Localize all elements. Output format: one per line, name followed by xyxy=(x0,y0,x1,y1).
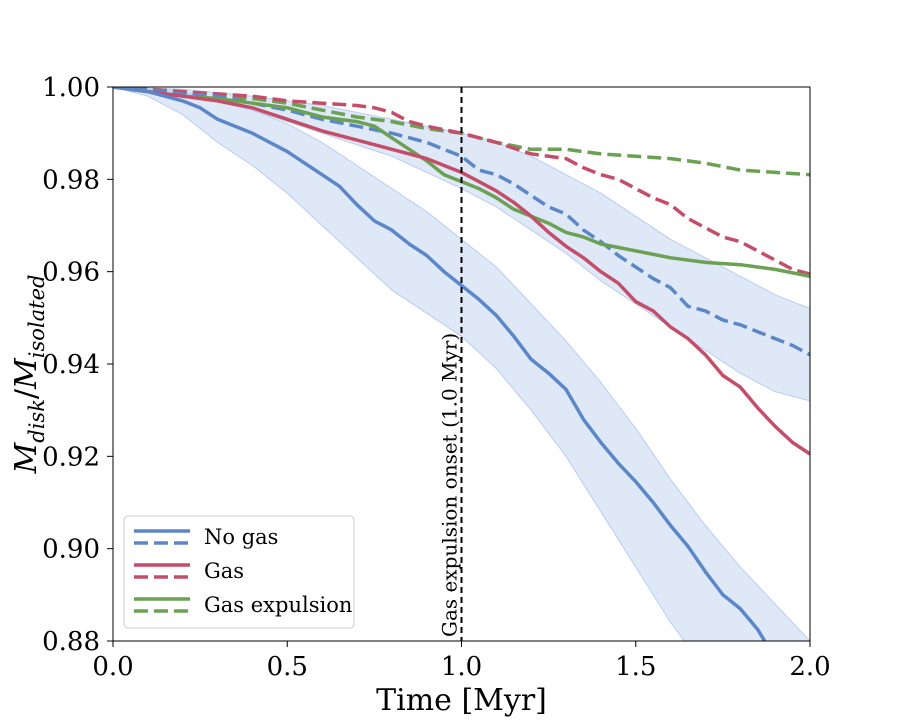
y-tick-label: 0.96 xyxy=(42,258,100,288)
series-gas-expulsion-solid xyxy=(113,87,810,279)
y-tick-label: 0.90 xyxy=(42,535,100,565)
y-label-sub2: isolated xyxy=(25,275,49,359)
series-no-gas-solid xyxy=(113,87,767,641)
y-label-m2: M xyxy=(9,357,44,390)
legend: No gas Gas Gas expulsion xyxy=(123,515,355,629)
legend-label: No gas xyxy=(204,525,278,549)
x-tick-label: 2.0 xyxy=(789,652,830,682)
legend-label: Gas xyxy=(204,559,244,583)
expulsion-onset-label: Gas expulsion onset (1.0 Myr) xyxy=(438,333,462,637)
x-axis-ticks: 0.0 0.5 1.0 1.5 2.0 xyxy=(92,641,831,682)
y-tick-label: 0.98 xyxy=(42,165,100,195)
y-tick-label: 0.94 xyxy=(42,350,100,380)
x-tick-label: 0.5 xyxy=(267,652,308,682)
y-label-m1: M xyxy=(9,441,44,474)
y-axis-ticks: 0.88 0.90 0.92 0.94 0.96 0.98 1.00 xyxy=(42,73,113,657)
y-label-slash: / xyxy=(9,388,44,399)
legend-label: Gas expulsion xyxy=(204,593,352,617)
legend-items: No gas Gas Gas expulsion xyxy=(134,525,352,617)
series-gas-dashed xyxy=(113,87,810,276)
series-lines xyxy=(113,87,810,641)
y-tick-label: 1.00 xyxy=(42,73,100,103)
y-axis-label: Mdisk/Misolated xyxy=(9,275,49,475)
series-gas-solid xyxy=(113,87,810,456)
series-no-gas-dashed xyxy=(113,87,810,357)
y-tick-label: 0.92 xyxy=(42,442,100,472)
band-no-gas-solid xyxy=(113,87,810,641)
y-tick-label: 0.88 xyxy=(42,627,100,657)
x-tick-label: 0.0 xyxy=(92,652,133,682)
x-tick-label: 1.5 xyxy=(615,652,656,682)
x-axis-label: Time [Myr] xyxy=(376,683,547,718)
expulsion-onset-marker: Gas expulsion onset (1.0 Myr) xyxy=(438,87,463,641)
x-tick-label: 1.0 xyxy=(441,652,482,682)
y-label-sub1: disk xyxy=(25,399,49,443)
